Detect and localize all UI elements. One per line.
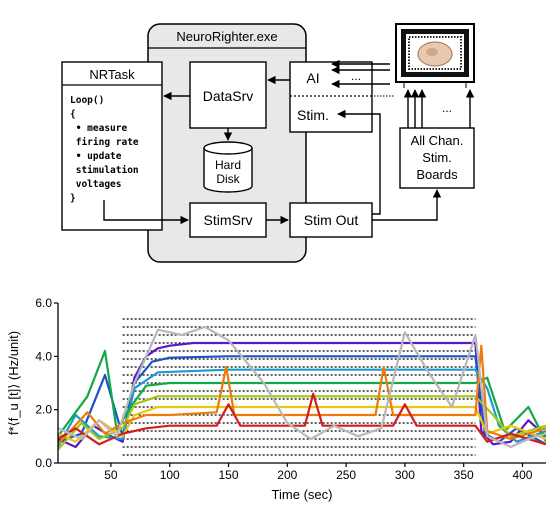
x-tick-labels: 50 100 150 200 250 300 350 400 (104, 468, 533, 482)
series-line (57, 392, 546, 446)
series-line (57, 325, 546, 449)
code-line: • update (70, 151, 122, 162)
ai-label: AI (306, 70, 319, 86)
y-tick-label: 2.0 (35, 403, 52, 417)
hard-disk-cylinder: Hard Disk (203, 141, 253, 193)
x-tick-label: 100 (160, 468, 180, 482)
x-tick-label: 250 (336, 468, 356, 482)
stim-out-label: Stim Out (304, 212, 359, 228)
datasrv-label: DataSrv (203, 88, 254, 104)
ai-ellipsis: ... (351, 69, 361, 83)
boards-label-1: All Chan. (411, 133, 464, 148)
board-ellipsis: ... (442, 101, 452, 115)
datasrv-box (189, 61, 267, 129)
nrtask-code: Loop() { • measure firing rate • update … (70, 95, 139, 204)
series-line (57, 349, 546, 443)
stimsrv-box (189, 202, 267, 238)
series-lines (57, 325, 546, 451)
x-tick-label: 350 (454, 468, 474, 482)
stim-boards-box (399, 127, 475, 189)
mea-chip (395, 23, 475, 88)
y-tick-label: 0.0 (35, 456, 52, 470)
y-axis-label: f*⟨f_u [t]⟩ (Hz/unit) (6, 331, 21, 435)
hard-disk-label-1: Hard (215, 158, 241, 172)
system-diagram: NeuroRighter.exe NRTask Loop() { • measu… (61, 23, 475, 263)
code-line: { (70, 109, 76, 120)
series-line (57, 344, 546, 446)
io-box (289, 61, 373, 133)
series-line (57, 395, 546, 451)
axes (54, 302, 546, 467)
firing-rate-chart: 50 100 150 200 250 300 350 400 0.0 2.0 4.0 6.0 Tim… (6, 296, 546, 502)
x-axis-label: Time (sec) (272, 487, 333, 502)
boards-label-3: Boards (416, 167, 458, 182)
code-line: firing rate (70, 137, 139, 148)
x-tick-label: 150 (218, 468, 238, 482)
stim-out-box (289, 202, 373, 238)
code-line: Loop() (70, 95, 104, 106)
x-tick-label: 400 (512, 468, 532, 482)
y-tick-label: 6.0 (35, 296, 52, 310)
y-tick-labels: 0.0 2.0 4.0 6.0 (35, 296, 52, 470)
nrtask-title: NRTask (89, 67, 135, 82)
series-line (57, 368, 546, 448)
x-tick-label: 300 (395, 468, 415, 482)
hard-disk-label-2: Disk (216, 172, 240, 186)
x-tick-label: 50 (104, 468, 118, 482)
x-tick-label: 200 (277, 468, 297, 482)
boards-label-2: Stim. (422, 150, 452, 165)
app-label: NeuroRighter.exe (176, 29, 277, 44)
code-line: stimulation (70, 165, 139, 176)
nrtask-box (61, 61, 163, 231)
code-line: } (70, 193, 76, 204)
stim-label: Stim. (297, 107, 329, 123)
connector-arrows (103, 59, 475, 225)
code-line: • measure (70, 123, 127, 134)
code-line: voltages (70, 179, 121, 190)
y-tick-label: 4.0 (35, 349, 52, 363)
stimsrv-label: StimSrv (204, 212, 253, 228)
